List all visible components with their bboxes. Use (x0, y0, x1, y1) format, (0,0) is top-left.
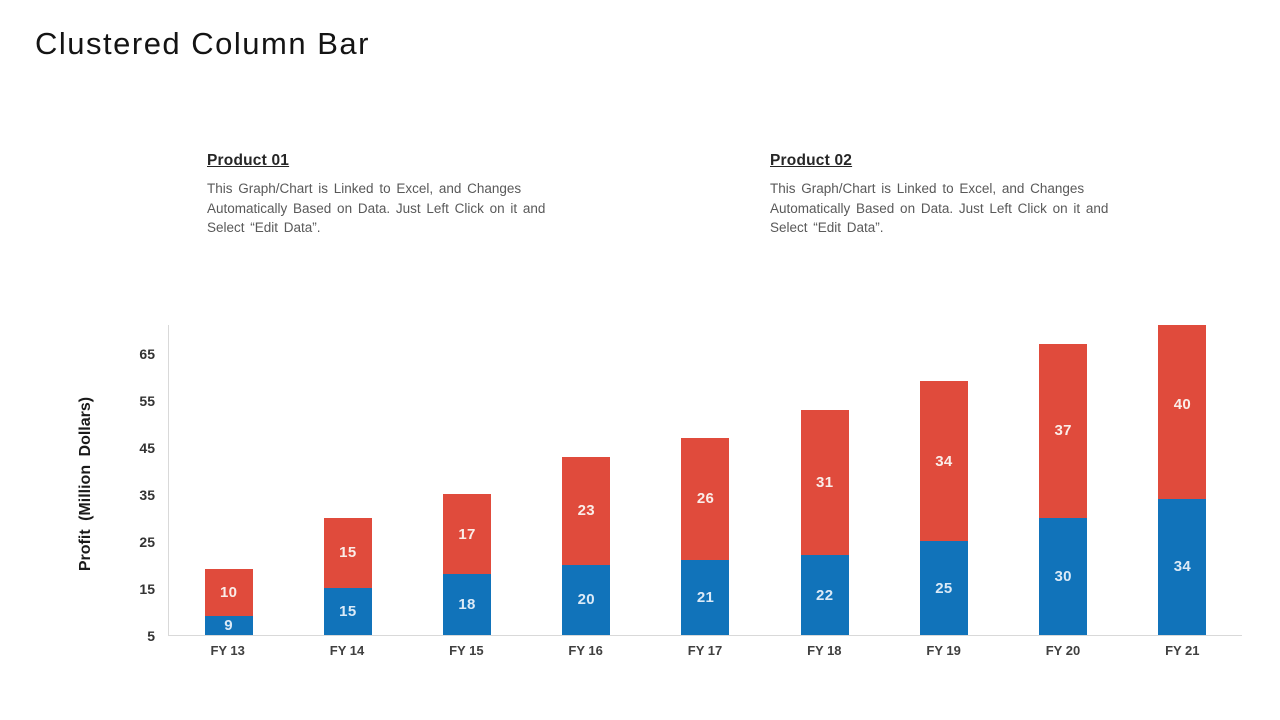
note-product-02: Product 02 This Graph/Chart is Linked to… (770, 152, 1130, 238)
bar-value-label: 30 (1054, 567, 1072, 585)
bar-segment-product-01: 22 (800, 555, 849, 635)
note-product-01: Product 01 This Graph/Chart is Linked to… (207, 152, 567, 238)
page-title: Clustered Column Bar (35, 26, 370, 61)
bar-value-label: 37 (1054, 422, 1072, 440)
bar-segment-product-01: 15 (323, 588, 372, 635)
x-axis-tick-label: FY 21 (1165, 643, 1200, 658)
bar-slot: 23 20 (527, 325, 646, 635)
y-axis-tick-label: 35 (139, 487, 155, 504)
bar-value-label: 9 (224, 617, 233, 635)
bar-slot: 17 18 (407, 325, 526, 635)
bar-segment-product-02: 10 (204, 569, 253, 617)
bar-value-label: 15 (339, 544, 357, 562)
y-axis-ticks: 5 15 25 35 45 55 65 (105, 325, 155, 644)
bar-value-label: 40 (1173, 396, 1191, 414)
bar-segment-product-02: 34 (919, 381, 968, 542)
y-axis-tick-label: 15 (139, 581, 155, 598)
bar-segment-product-02: 40 (1158, 325, 1207, 499)
x-axis-tick-label: FY 18 (807, 643, 842, 658)
note-heading-product-01: Product 01 (207, 152, 290, 169)
bars-row: 10 9 15 15 17 18 23 20 26 21 31 22 34 25 37 30 40 34 (169, 325, 1242, 635)
bar-segment-product-02: 23 (562, 456, 611, 565)
bar-slot: 34 25 (884, 325, 1003, 635)
bar-slot: 40 34 (1123, 325, 1242, 635)
bar-segment-product-01: 18 (443, 573, 492, 635)
stacked-bar-fy-21[interactable]: 40 34 (1158, 325, 1207, 635)
note-body-product-02: This Graph/Chart is Linked to Excel, and… (770, 181, 1109, 235)
y-axis-tick-label: 25 (139, 534, 155, 551)
stacked-bar-fy-18[interactable]: 31 22 (800, 409, 849, 635)
y-axis-tick-label: 5 (147, 628, 155, 644)
bar-value-label: 23 (577, 502, 595, 520)
stacked-bar-fy-17[interactable]: 26 21 (681, 437, 730, 635)
stacked-bar-fy-13[interactable]: 10 9 (204, 569, 253, 635)
bar-segment-product-02: 26 (681, 437, 730, 560)
bar-value-label: 18 (458, 595, 476, 613)
stacked-bar-fy-20[interactable]: 37 30 (1039, 343, 1088, 635)
bar-segment-product-02: 15 (323, 517, 372, 589)
bar-segment-product-01: 30 (1039, 517, 1088, 635)
x-axis-labels: FY 13 FY 14 FY 15 FY 16 FY 17 FY 18 FY 19 FY 20… (168, 643, 1242, 658)
bar-segment-product-02: 37 (1039, 343, 1088, 518)
x-axis-tick-label: FY 15 (449, 643, 484, 658)
y-axis-tick-label: 65 (139, 346, 155, 363)
y-axis-title: Profit (Million Dollars) (77, 396, 94, 572)
x-axis-tick-label: FY 16 (568, 643, 603, 658)
bar-value-label: 21 (696, 588, 715, 606)
bar-slot: 10 9 (169, 325, 288, 635)
x-axis-tick-label: FY 19 (926, 643, 961, 658)
bar-value-label: 25 (935, 579, 953, 597)
x-axis-tick-label: FY 13 (210, 643, 245, 658)
bar-value-label: 15 (339, 603, 357, 621)
bar-slot: 37 30 (1004, 325, 1123, 635)
bar-slot: 26 21 (646, 325, 765, 635)
bar-slot: 31 22 (765, 325, 884, 635)
note-body-product-01: This Graph/Chart is Linked to Excel, and… (207, 181, 546, 235)
y-axis-tick-label: 55 (139, 393, 155, 410)
x-axis-tick-label: FY 14 (329, 643, 365, 658)
stacked-bar-fy-14[interactable]: 15 15 (323, 517, 372, 635)
bar-value-label: 34 (935, 452, 953, 470)
stacked-bar-fy-19[interactable]: 34 25 (919, 381, 968, 635)
bar-value-label: 34 (1173, 558, 1191, 576)
stacked-bar-fy-15[interactable]: 17 18 (443, 494, 492, 635)
y-axis-tick-label: 45 (139, 440, 155, 457)
bar-value-label: 22 (816, 586, 834, 604)
bar-segment-product-02: 17 (443, 494, 492, 574)
note-heading-product-02: Product 02 (770, 152, 853, 169)
x-axis-tick-label: FY 20 (1045, 643, 1081, 658)
x-axis-tick-label: FY 17 (687, 643, 723, 658)
bar-segment-product-01: 21 (681, 559, 730, 635)
bar-value-label: 31 (816, 473, 834, 491)
bar-segment-product-01: 20 (562, 564, 611, 635)
bar-segment-product-01: 25 (919, 541, 968, 635)
bar-segment-product-02: 31 (800, 409, 849, 556)
bar-segment-product-01: 34 (1158, 498, 1207, 635)
stacked-bar-fy-16[interactable]: 23 20 (562, 456, 611, 635)
bar-value-label: 26 (696, 490, 715, 508)
bar-segment-product-01: 9 (204, 616, 253, 635)
bar-value-label: 10 (219, 584, 238, 602)
bar-value-label: 17 (458, 525, 476, 543)
bar-value-label: 20 (577, 591, 595, 609)
stacked-bar-chart[interactable]: 10 9 15 15 17 18 23 20 26 21 31 22 34 25 37 30 40 34 (168, 325, 1242, 636)
bar-slot: 15 15 (288, 325, 407, 635)
